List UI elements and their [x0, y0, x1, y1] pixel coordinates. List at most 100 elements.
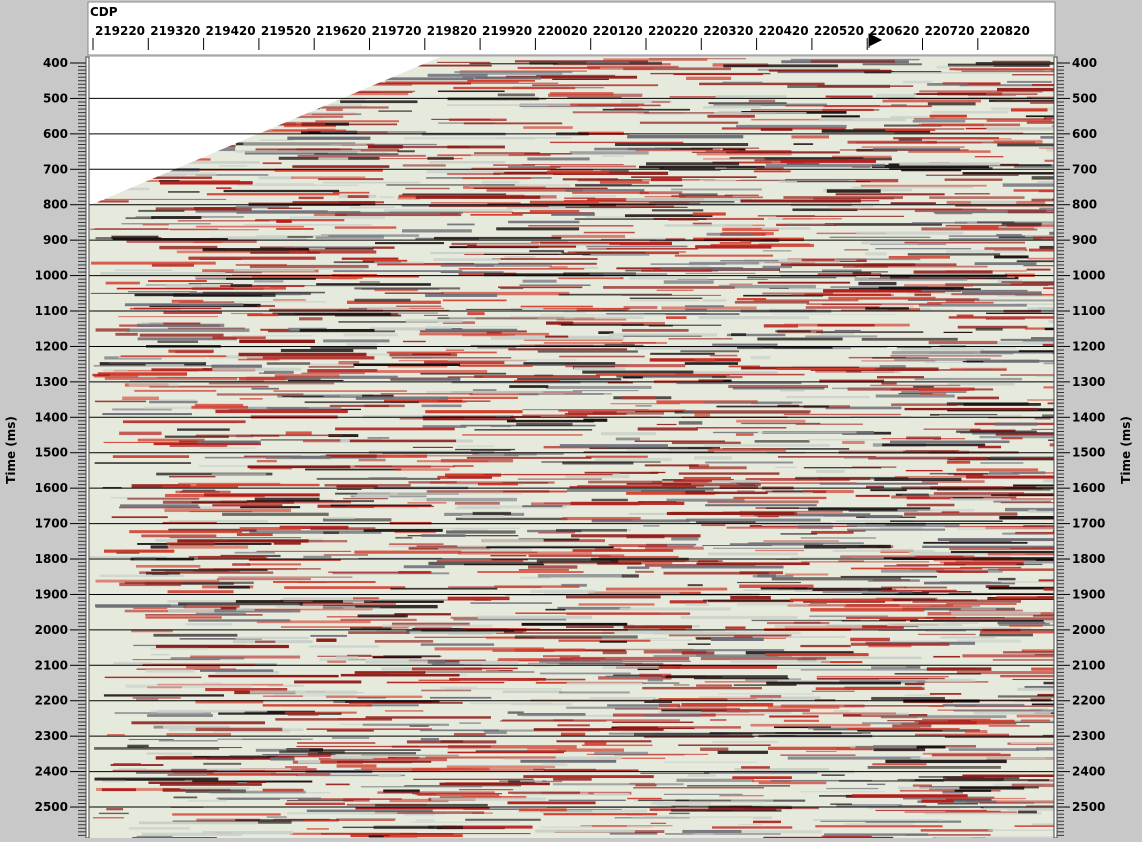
- reflector: [449, 678, 546, 681]
- reflector: [881, 715, 1007, 718]
- reflector: [105, 377, 237, 380]
- reflector: [892, 351, 1014, 354]
- reflector: [635, 571, 654, 573]
- reflector: [503, 690, 562, 693]
- reflector: [891, 403, 957, 406]
- reflector: [779, 271, 888, 272]
- reflector: [850, 638, 890, 641]
- reflector: [217, 798, 321, 800]
- reflector: [642, 687, 762, 689]
- reflector: [428, 74, 488, 77]
- reflector: [484, 731, 506, 734]
- reflector: [297, 248, 373, 251]
- left-tick-label: 700: [43, 162, 68, 176]
- reflector: [424, 315, 448, 316]
- reflector: [337, 489, 362, 490]
- reflector: [377, 791, 494, 793]
- reflector: [870, 489, 906, 491]
- reflector: [679, 196, 763, 198]
- reflector: [817, 324, 874, 327]
- reflector: [448, 359, 577, 361]
- reflector: [433, 258, 500, 261]
- reflector: [832, 388, 892, 389]
- reflector: [305, 401, 419, 403]
- reflector: [773, 314, 896, 315]
- reflector: [378, 110, 412, 111]
- reflector: [666, 316, 686, 319]
- reflector: [633, 787, 764, 789]
- reflector: [438, 91, 505, 93]
- reflector: [540, 827, 653, 828]
- reflector: [957, 397, 999, 400]
- reflector: [267, 816, 287, 818]
- reflector: [584, 232, 635, 233]
- reflector: [273, 390, 406, 392]
- reflector: [930, 693, 961, 695]
- reflector: [482, 181, 520, 184]
- reflector: [794, 143, 814, 145]
- reflector: [347, 804, 427, 806]
- reflector: [447, 104, 578, 106]
- reflector: [827, 189, 881, 192]
- reflector: [694, 413, 710, 416]
- reflector: [439, 397, 517, 399]
- reflector: [212, 368, 301, 371]
- reflector: [737, 490, 755, 491]
- reflector: [96, 580, 220, 583]
- reflector: [850, 746, 916, 749]
- reflector: [331, 278, 357, 279]
- reflector: [467, 457, 592, 459]
- reflector: [486, 546, 613, 548]
- reflector: [247, 314, 278, 317]
- reflector: [915, 556, 963, 559]
- reflector: [987, 119, 1052, 121]
- reflector: [916, 627, 1031, 630]
- reflector: [474, 429, 592, 431]
- reflector: [736, 433, 754, 435]
- reflector: [453, 465, 473, 467]
- reflector: [411, 822, 519, 823]
- reflector: [104, 694, 224, 696]
- reflector: [843, 266, 888, 267]
- reflector: [551, 213, 595, 216]
- reflector: [157, 710, 203, 712]
- reflector: [151, 569, 267, 571]
- reflector: [784, 720, 819, 722]
- cdp-tick-label: 220120: [593, 24, 643, 38]
- reflector: [148, 781, 237, 783]
- reflector: [474, 188, 608, 189]
- reflector: [944, 332, 973, 333]
- reflector: [257, 551, 352, 552]
- reflector: [844, 249, 868, 250]
- reflector: [385, 710, 423, 711]
- reflector: [710, 355, 737, 357]
- reflector: [309, 645, 379, 647]
- reflector: [147, 753, 192, 755]
- reflector: [191, 406, 248, 409]
- reflector: [872, 666, 906, 668]
- reflector: [807, 303, 942, 305]
- reflector: [660, 628, 686, 629]
- reflector: [786, 396, 869, 398]
- reflector: [915, 378, 1023, 380]
- reflector: [368, 437, 390, 438]
- reflector: [222, 513, 329, 516]
- reflector: [508, 792, 580, 794]
- right-tick-label: 2100: [1072, 658, 1105, 672]
- reflector: [717, 406, 829, 408]
- reflector: [693, 834, 714, 836]
- reflector: [1017, 260, 1060, 262]
- reflector: [758, 215, 815, 216]
- reflector: [102, 788, 136, 791]
- reflector: [553, 783, 684, 785]
- reflector: [263, 704, 372, 706]
- reflector: [874, 478, 961, 481]
- reflector: [126, 685, 252, 688]
- reflector: [172, 300, 204, 303]
- reflector: [599, 556, 679, 558]
- reflector: [643, 525, 659, 527]
- reflector: [701, 709, 810, 712]
- reflector: [515, 612, 637, 614]
- reflector: [522, 505, 562, 507]
- reflector: [303, 820, 394, 821]
